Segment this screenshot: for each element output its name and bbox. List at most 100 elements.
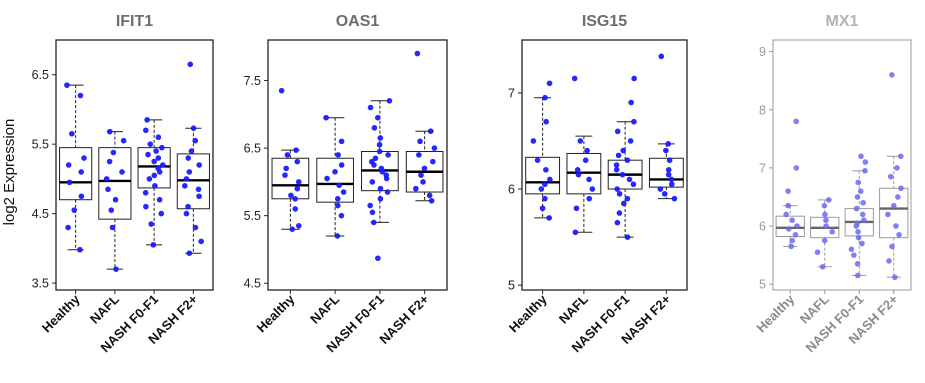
- data-point: [426, 192, 433, 199]
- data-point: [898, 185, 904, 192]
- data-point: [413, 185, 419, 192]
- data-point: [185, 203, 191, 210]
- data-point: [431, 145, 438, 151]
- data-point: [547, 176, 553, 183]
- y-tick-label: 6: [759, 220, 766, 234]
- data-point: [430, 158, 436, 165]
- data-point: [155, 134, 162, 141]
- data-point: [150, 242, 157, 248]
- data-point: [862, 159, 869, 165]
- data-point: [187, 61, 194, 68]
- data-point: [183, 210, 190, 217]
- data-point: [369, 209, 376, 216]
- data-point: [143, 203, 149, 210]
- data-point: [190, 125, 197, 131]
- data-point: [854, 220, 861, 226]
- data-point: [367, 202, 373, 209]
- data-point: [146, 176, 153, 182]
- data-point: [417, 138, 423, 145]
- data-point: [385, 152, 391, 158]
- data-point: [665, 167, 672, 173]
- plot-frame: [55, 39, 214, 291]
- data-point: [886, 258, 892, 264]
- data-point: [574, 167, 581, 173]
- data-point: [375, 255, 381, 262]
- data-point: [657, 186, 664, 192]
- y-tick-label: 9: [759, 45, 766, 59]
- data-point: [792, 231, 799, 238]
- y-tick-label: 4.5: [32, 207, 49, 221]
- y-tick-label: 6: [508, 183, 515, 197]
- data-point: [195, 186, 202, 193]
- data-point: [823, 217, 829, 224]
- data-point: [785, 226, 792, 232]
- data-point: [543, 167, 549, 173]
- data-point: [372, 155, 379, 162]
- data-point: [283, 165, 289, 172]
- data-point: [428, 198, 435, 204]
- data-point: [668, 176, 675, 183]
- data-point: [530, 138, 537, 144]
- data-point: [369, 158, 375, 165]
- data-point: [614, 128, 621, 135]
- data-point: [334, 202, 341, 209]
- data-point: [371, 125, 378, 131]
- y-tick-label: 6.5: [32, 68, 49, 82]
- data-point: [323, 114, 329, 121]
- data-point: [105, 186, 111, 193]
- panel-title: IFIT1: [116, 13, 153, 30]
- data-point: [860, 199, 867, 206]
- box-4: [648, 157, 684, 188]
- data-point: [887, 173, 894, 180]
- data-point: [586, 195, 593, 202]
- data-point: [295, 179, 302, 185]
- data-point: [855, 234, 862, 241]
- data-point: [106, 158, 113, 165]
- data-point: [186, 250, 193, 256]
- data-point: [414, 50, 421, 57]
- y-tick-label: 8: [759, 103, 766, 117]
- y-tick-label: 5.5: [32, 138, 49, 152]
- data-point: [615, 152, 622, 159]
- data-point: [183, 176, 190, 182]
- data-point: [77, 92, 84, 99]
- data-point: [71, 207, 78, 213]
- data-point: [854, 261, 861, 267]
- data-point: [897, 153, 904, 160]
- data-point: [192, 224, 199, 231]
- data-point: [785, 188, 791, 194]
- data-point: [185, 155, 192, 161]
- data-point: [142, 189, 149, 196]
- box-1: [59, 147, 93, 201]
- data-point: [370, 219, 377, 226]
- data-point: [78, 193, 85, 200]
- data-point: [294, 185, 301, 192]
- x-tick-label: NAFL: [87, 291, 122, 326]
- data-point: [613, 167, 620, 173]
- data-point: [854, 272, 861, 279]
- data-point: [848, 246, 855, 253]
- x-tick-label: NASH F2+: [376, 291, 432, 347]
- data-point: [543, 118, 549, 125]
- data-point: [384, 189, 391, 195]
- data-point: [539, 205, 546, 212]
- data-point: [324, 175, 330, 182]
- data-point: [624, 157, 631, 163]
- x-tick-label: NAFL: [307, 291, 342, 326]
- data-point: [65, 224, 71, 231]
- data-point: [854, 194, 861, 200]
- data-point: [616, 210, 623, 216]
- data-point: [65, 162, 72, 168]
- data-point: [159, 144, 165, 151]
- data-point: [188, 148, 195, 154]
- data-point: [821, 237, 828, 244]
- data-point: [120, 137, 127, 144]
- data-point: [383, 172, 390, 178]
- data-point: [858, 153, 864, 160]
- box-1: [775, 215, 805, 238]
- y-tick-label: 3.5: [32, 277, 49, 291]
- box-4: [879, 187, 909, 239]
- data-point: [158, 210, 165, 217]
- data-point: [671, 195, 678, 202]
- data-point: [284, 152, 291, 158]
